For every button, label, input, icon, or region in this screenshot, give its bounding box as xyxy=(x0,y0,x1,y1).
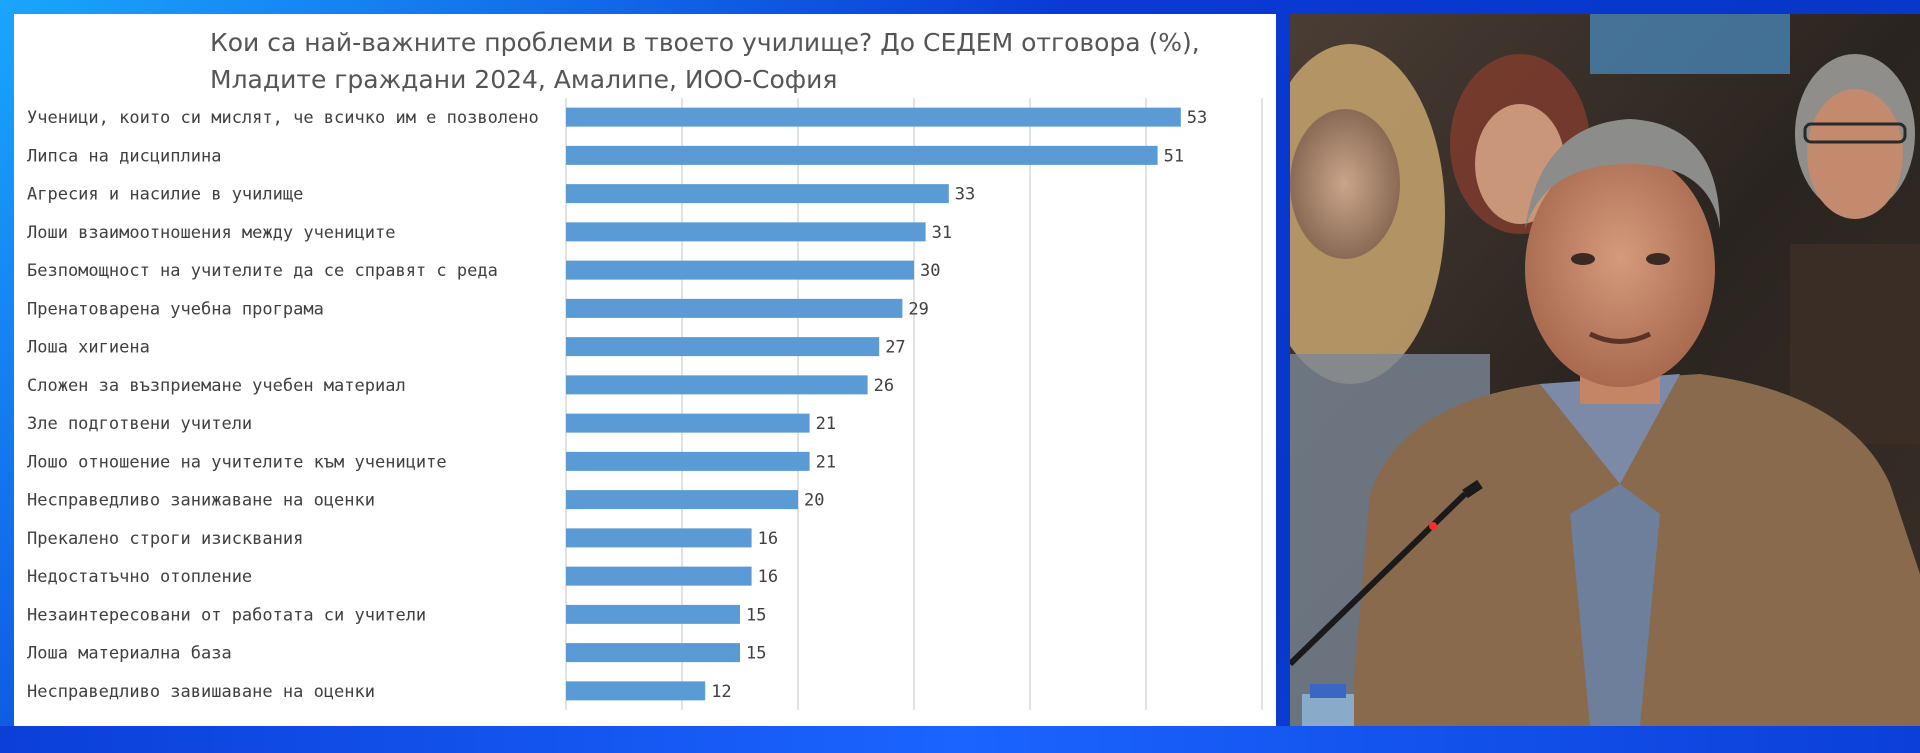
value-label: 21 xyxy=(816,452,836,472)
category-label: Липса на дисциплина xyxy=(27,146,221,166)
value-label: 53 xyxy=(1187,108,1207,128)
bar xyxy=(566,375,868,395)
category-label: Незаинтересовани от работата си учители xyxy=(27,605,426,625)
category-label: Лоши взаимоотношения между учениците xyxy=(27,223,395,243)
value-label: 21 xyxy=(816,414,836,434)
value-label: 31 xyxy=(932,223,952,243)
category-label: Прекалено строги изисквания xyxy=(27,529,303,549)
bar xyxy=(566,184,949,204)
speaker-video-frame xyxy=(1290,14,1920,726)
chart-subtitle: Младите граждани 2024, Амалипе, ИОО-Софи… xyxy=(210,65,838,94)
category-label: Лошо отношение на учителите към ученицит… xyxy=(27,452,447,472)
bar xyxy=(566,528,752,548)
bar xyxy=(566,566,752,586)
value-label: 16 xyxy=(758,529,778,549)
bar xyxy=(566,107,1181,127)
category-label: Пренатоварена учебна програма xyxy=(27,299,324,319)
value-label: 30 xyxy=(920,261,940,281)
speaker xyxy=(1350,119,1920,726)
bar xyxy=(566,604,740,624)
value-label: 15 xyxy=(746,605,766,625)
bottom-strip xyxy=(0,726,1920,753)
bar xyxy=(566,222,926,242)
value-label: 51 xyxy=(1164,146,1184,166)
bar xyxy=(566,490,798,510)
category-label: Лоша материална база xyxy=(27,644,232,664)
microphone-icon xyxy=(1290,479,1483,667)
value-label: 26 xyxy=(874,376,894,396)
category-label: Зле подготвени учители xyxy=(27,414,252,434)
category-label: Сложен за възприемане учебен материал xyxy=(27,376,406,396)
bar xyxy=(566,298,903,318)
category-label: Лоша хигиена xyxy=(27,338,150,358)
bar xyxy=(566,643,740,663)
category-label: Несправедливо завишаване на оценки xyxy=(27,682,375,702)
bar xyxy=(566,145,1158,165)
chart-title-block: Кои са най-важните проблеми в твоето учи… xyxy=(210,24,1250,98)
value-label: 20 xyxy=(804,491,824,511)
bar-chart: Ученици, които си мислят, че всичко им е… xyxy=(27,98,1263,710)
category-label: Недостатъчно отопление xyxy=(27,567,252,587)
value-label: 33 xyxy=(955,185,975,205)
category-label: Несправедливо занижаване на оценки xyxy=(27,491,375,511)
background-person-right xyxy=(1790,54,1920,444)
chart-title: Кои са най-важните проблеми в твоето учи… xyxy=(210,28,1200,57)
bar xyxy=(566,260,914,280)
bar xyxy=(566,337,880,357)
value-label: 27 xyxy=(885,338,905,358)
bar xyxy=(566,451,810,471)
category-label: Агресия и насилие в училище xyxy=(27,185,303,205)
category-label: Ученици, които си мислят, че всичко им е… xyxy=(27,108,539,128)
water-bottle xyxy=(1302,684,1354,726)
category-label: Безпомощност на учителите да се справят … xyxy=(27,261,498,281)
value-label: 12 xyxy=(711,682,731,702)
background-screen xyxy=(1590,14,1790,74)
bar xyxy=(566,681,706,701)
speaker-video-panel xyxy=(1290,14,1920,726)
speaker-face xyxy=(1525,151,1715,387)
chart-panel: Кои са най-важните проблеми в твоето учи… xyxy=(14,14,1276,726)
value-label: 16 xyxy=(758,567,778,587)
bar xyxy=(566,413,810,433)
value-label: 29 xyxy=(908,299,928,319)
value-label: 15 xyxy=(746,644,766,664)
